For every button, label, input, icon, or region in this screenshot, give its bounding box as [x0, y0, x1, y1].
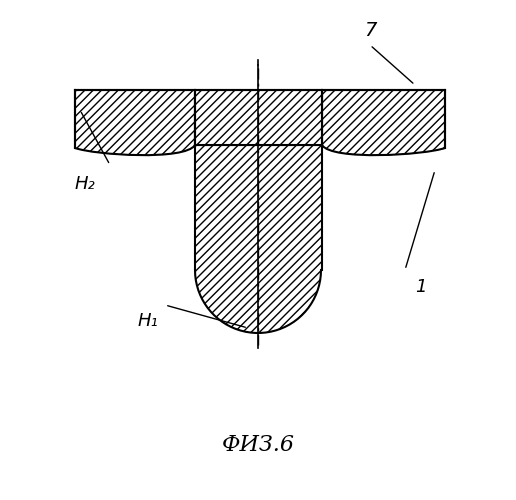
Polygon shape — [195, 145, 322, 333]
Text: 1: 1 — [415, 278, 427, 296]
Text: 7: 7 — [364, 21, 376, 40]
PathPatch shape — [75, 90, 195, 155]
PathPatch shape — [322, 90, 445, 155]
Text: ФИЗ.6: ФИЗ.6 — [221, 434, 295, 456]
Text: H₁: H₁ — [138, 312, 158, 330]
Text: H₂: H₂ — [75, 175, 95, 193]
Polygon shape — [195, 90, 322, 145]
